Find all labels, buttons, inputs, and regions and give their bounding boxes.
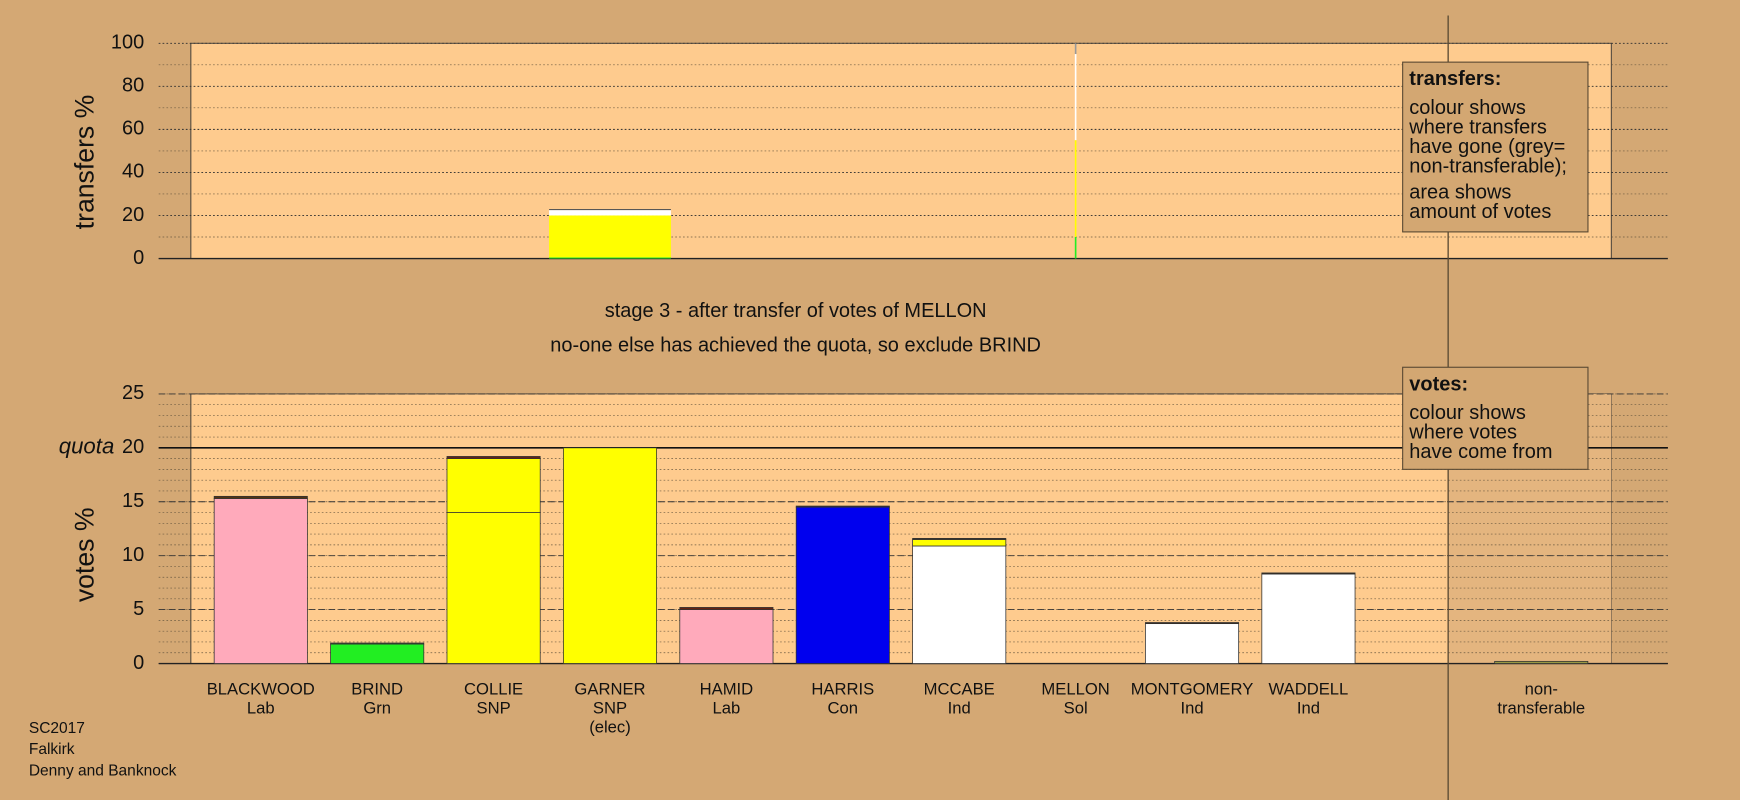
x-tick-label: Ind	[1297, 698, 1320, 717]
x-tick-label: Con	[828, 698, 859, 717]
y-tick-label: 10	[122, 544, 144, 566]
bar-segment	[912, 539, 1007, 547]
x-tick-label: BRIND	[351, 680, 403, 699]
y-tick-label: 20	[122, 204, 144, 226]
y-tick-label: 25	[122, 382, 144, 404]
x-tick-label: Ind	[1180, 698, 1203, 717]
legend-text: colour shows	[1409, 402, 1526, 424]
x-tick-label: Sol	[1064, 698, 1088, 717]
transfer-segment	[1074, 54, 1077, 141]
x-tick-label: MONTGOMERY	[1131, 680, 1254, 699]
y-tick-label: 80	[122, 75, 144, 97]
bar-segment	[330, 642, 425, 645]
x-tick-label: transferable	[1497, 698, 1585, 717]
y-tick-label: 20	[122, 436, 144, 458]
y-tick-label: 60	[122, 118, 144, 140]
bar-segment	[446, 456, 541, 459]
quota-label: quota	[59, 434, 115, 459]
x-tick-label: BLACKWOOD	[207, 680, 315, 699]
x-tick-label: Lab	[713, 698, 741, 717]
x-tick-label: MELLON	[1041, 680, 1109, 699]
bar-segment	[1145, 623, 1240, 664]
bar-segment	[1494, 660, 1589, 664]
transfer-segment	[549, 215, 671, 258]
x-tick-label: Lab	[247, 698, 275, 717]
x-tick-label: HAMID	[700, 680, 754, 699]
transfer-segment	[549, 209, 671, 211]
bar-segment	[563, 447, 657, 664]
bar-segment	[213, 498, 308, 664]
x-tick-label: MCCABE	[924, 680, 995, 699]
transfer-segment	[549, 257, 671, 259]
bar-segment	[679, 607, 774, 610]
legend-text: amount of votes	[1409, 201, 1551, 223]
bar-segment	[1261, 573, 1356, 664]
bar-segment	[679, 609, 774, 664]
x-tick-label: SNP	[476, 698, 510, 717]
y-tick-label: 15	[122, 490, 144, 512]
legend-text: colour shows	[1409, 97, 1526, 119]
bottom-plot-area	[190, 393, 1612, 664]
x-tick-label: (elec)	[589, 717, 631, 736]
bar-segment	[912, 545, 1007, 664]
y-axis-title: transfers %	[70, 95, 100, 230]
x-tick-label: Grn	[363, 698, 391, 717]
footer: Denny and Banknock	[29, 762, 177, 779]
bar-segment	[330, 643, 425, 664]
stage-title: stage 3 - after transfer of votes of MEL…	[605, 300, 987, 322]
legend-text: area shows	[1409, 181, 1511, 203]
legend-text: have gone (grey=	[1409, 136, 1565, 158]
transfer-segment	[1074, 140, 1077, 238]
stage-subtitle: no-one else has achieved the quota, so e…	[550, 334, 1041, 356]
y-tick-label: 0	[133, 247, 144, 269]
bar-segment	[912, 538, 1007, 540]
legend-box	[1402, 366, 1589, 470]
bar-segment	[446, 512, 541, 664]
footer: Falkirk	[29, 741, 75, 758]
legend-title: votes:	[1409, 373, 1468, 395]
bar-segment	[213, 495, 308, 499]
footer: SC2017	[29, 720, 85, 737]
legend-text: have come from	[1409, 441, 1552, 463]
x-tick-label: Ind	[948, 698, 971, 717]
y-tick-label: 100	[111, 32, 144, 54]
bar-segment	[795, 506, 890, 664]
y-axis-title: votes %	[70, 507, 100, 602]
legend-text: where votes	[1408, 422, 1517, 444]
transfer-segment	[1074, 237, 1077, 259]
x-tick-label: SNP	[593, 698, 627, 717]
bar-segment	[795, 505, 890, 508]
transfer-segment	[549, 210, 671, 216]
legend-text: non-transferable);	[1409, 155, 1567, 177]
marks: 0204060801000510152025quotaBLACKWOODLabB…	[59, 32, 1668, 736]
legend-title: transfers:	[1409, 68, 1501, 90]
legend-box	[1402, 61, 1589, 233]
legend-text: where transfers	[1408, 116, 1547, 138]
y-tick-label: 40	[122, 161, 144, 183]
x-tick-label: COLLIE	[464, 680, 523, 699]
bar-segment	[446, 458, 541, 513]
y-tick-label: 0	[133, 652, 144, 674]
bar-segment	[1145, 622, 1240, 625]
transfer-segment	[1074, 43, 1077, 55]
x-tick-label: GARNER	[574, 680, 645, 699]
x-tick-label: HARRIS	[811, 680, 874, 699]
x-tick-label: non-	[1525, 680, 1558, 699]
bar-segment	[1261, 572, 1356, 575]
y-tick-label: 5	[133, 598, 144, 620]
x-tick-label: WADDELL	[1269, 680, 1349, 699]
